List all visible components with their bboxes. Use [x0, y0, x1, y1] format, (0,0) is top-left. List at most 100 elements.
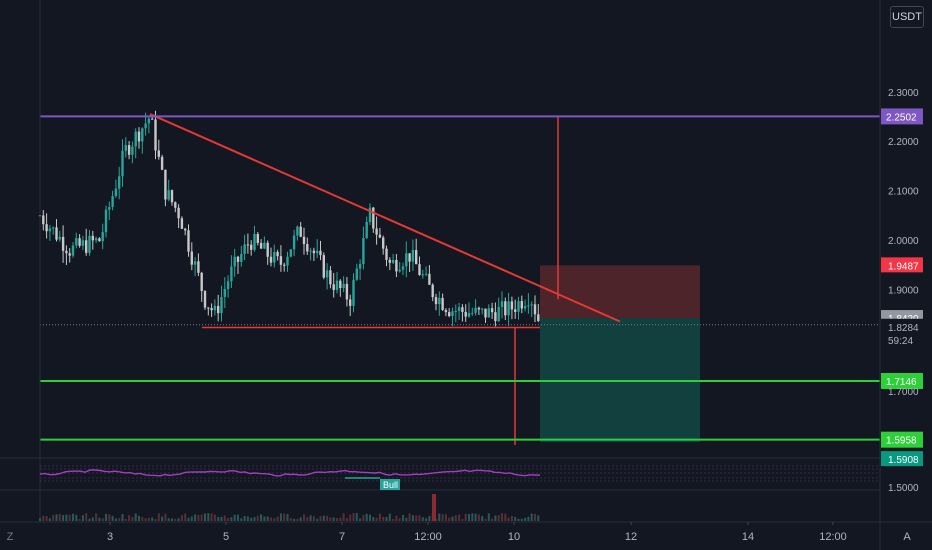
volume-bar	[276, 516, 279, 521]
volume-bar	[487, 513, 490, 521]
candle-body	[91, 235, 94, 241]
volume-bar	[39, 518, 41, 521]
volume-bar	[388, 513, 391, 521]
y-tick-label: 2.2000	[888, 137, 919, 148]
candle-body	[81, 240, 85, 246]
volume-bar	[151, 517, 154, 521]
log-scale-button[interactable]: Z	[6, 531, 14, 543]
volume-bar	[256, 515, 259, 521]
candle-body	[187, 230, 190, 252]
volume-bar	[481, 515, 484, 521]
candle-body	[230, 266, 233, 282]
volume-spike	[432, 494, 436, 521]
volume-bar	[336, 518, 338, 521]
volume-bar	[517, 518, 520, 521]
volume-bar	[88, 518, 91, 521]
candle-body	[319, 250, 322, 256]
candle-body	[332, 284, 335, 290]
candle-body	[500, 301, 504, 308]
candle-body	[42, 215, 45, 225]
volume-bar	[524, 517, 527, 521]
volume-bar	[342, 513, 345, 521]
candle-body	[368, 207, 372, 222]
level-tag	[881, 431, 923, 448]
stop-loss-zone	[540, 265, 700, 319]
indicator-panes: Bull	[39, 465, 880, 521]
candle-body	[286, 256, 289, 266]
volume-bar	[448, 517, 451, 521]
x-tick-label: 12:00	[414, 531, 442, 543]
candle-body	[355, 268, 358, 280]
candle-body	[306, 244, 309, 252]
candle-body	[250, 244, 253, 250]
candle-body	[451, 311, 454, 317]
volume-bar	[101, 518, 104, 521]
volume-bar	[441, 514, 444, 521]
candle-body	[312, 250, 316, 254]
candle-body	[61, 236, 65, 251]
volume-bar	[273, 517, 276, 521]
volume-bar	[345, 517, 348, 521]
volume-bar	[411, 515, 414, 521]
volume-bar	[58, 513, 61, 521]
volume-bar	[227, 518, 230, 521]
candle-body	[141, 128, 144, 142]
candle-body	[289, 249, 292, 257]
candle-body	[339, 280, 342, 289]
candle-body	[273, 251, 276, 263]
volume-bar	[197, 514, 200, 521]
volume-bar	[147, 517, 150, 521]
volume-bar	[68, 514, 71, 521]
candle-body	[345, 283, 349, 300]
volume-bar	[177, 518, 180, 521]
candle-body	[358, 263, 362, 269]
price-tag-label: 1.8284	[888, 323, 919, 334]
candle-body	[190, 251, 193, 265]
volume-bar	[461, 518, 464, 521]
volume-bar	[316, 518, 319, 521]
candle-body	[256, 234, 259, 243]
currency-button[interactable]: USDT	[890, 6, 924, 28]
level-tag-label: 1.5958	[886, 436, 917, 447]
volume-bar	[382, 516, 385, 521]
auto-scale-button[interactable]: A	[903, 531, 911, 543]
volume-bar	[246, 516, 249, 521]
volume-bar	[418, 515, 421, 521]
volume-bar	[369, 514, 371, 521]
candle-body	[167, 190, 170, 200]
candle-body	[457, 307, 461, 311]
volume-bar	[454, 515, 457, 521]
candle-body	[108, 207, 111, 210]
candle-body	[510, 301, 514, 310]
volume-bar	[425, 518, 428, 521]
candle-body	[71, 245, 75, 256]
y-tick-label: 2.1000	[888, 187, 919, 198]
candle-body	[415, 250, 418, 265]
candle-body	[398, 269, 401, 272]
candle-body	[434, 297, 438, 305]
candle-body	[464, 311, 467, 317]
candle-body	[322, 255, 325, 278]
volume-bar	[154, 518, 157, 521]
volume-bar	[283, 513, 286, 521]
candle-body	[263, 242, 266, 249]
candle-body	[240, 253, 243, 262]
candle-body	[349, 299, 352, 306]
candle-body	[121, 150, 124, 177]
volume-bar	[167, 518, 170, 521]
volume-bar	[395, 515, 398, 521]
volume-bar	[42, 515, 45, 521]
candle-body	[144, 123, 147, 129]
volume-bar	[497, 515, 500, 521]
volume-bar	[81, 515, 84, 521]
volume-bar	[385, 517, 388, 521]
candle-body	[220, 296, 223, 314]
volume-bar	[220, 516, 223, 521]
drawings	[40, 113, 880, 446]
x-tick-label: 7	[339, 531, 345, 543]
candle-body	[101, 232, 104, 242]
candle-body	[530, 304, 533, 306]
volume-bar	[428, 516, 431, 521]
y-tick-label: 2.3000	[888, 88, 919, 99]
